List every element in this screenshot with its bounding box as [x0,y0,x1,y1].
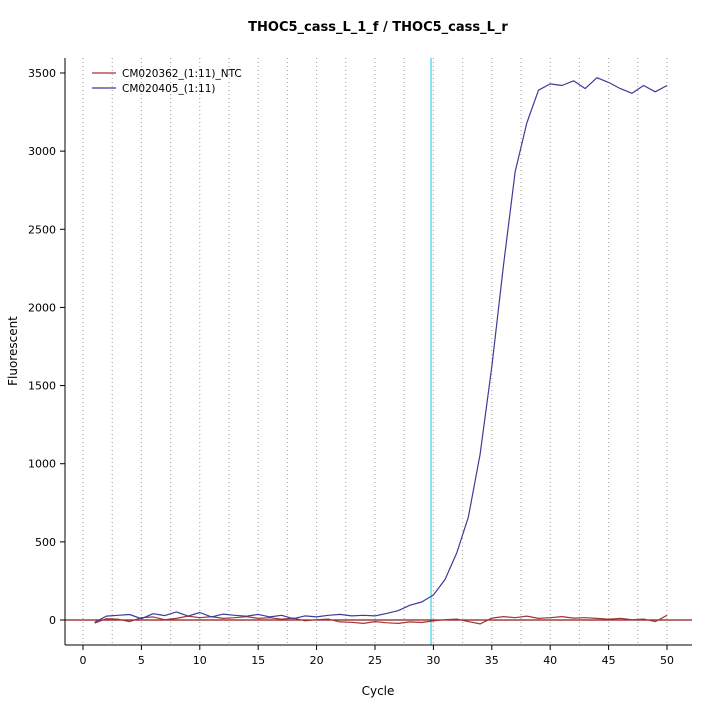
svg-text:3500: 3500 [28,67,56,80]
legend-label-ntc: CM020362_(1:11)_NTC [122,68,242,80]
svg-text:50: 50 [660,654,674,667]
svg-text:30: 30 [426,654,440,667]
gridlines [82,58,668,645]
svg-text:15: 15 [251,654,265,667]
svg-text:35: 35 [485,654,499,667]
svg-text:1500: 1500 [28,380,56,393]
threshold-and-ct-lines [65,58,692,645]
svg-text:40: 40 [543,654,557,667]
svg-text:0: 0 [80,654,87,667]
svg-text:2000: 2000 [28,301,56,314]
svg-text:2500: 2500 [28,223,56,236]
svg-text:5: 5 [138,654,145,667]
svg-text:3000: 3000 [28,145,56,158]
svg-text:500: 500 [35,536,56,549]
svg-text:20: 20 [310,654,324,667]
svg-text:1000: 1000 [28,458,56,471]
svg-text:10: 10 [193,654,207,667]
axes: 0 5 10 15 20 25 30 35 40 45 5005001000150020002500… [28,58,692,667]
svg-text:25: 25 [368,654,382,667]
svg-text:45: 45 [602,654,616,667]
svg-text:0: 0 [49,614,56,627]
legend: CM020362_(1:11)_NTC CM020405_(1:11) [92,68,242,95]
chart-title: THOC5_cass_L_1_f / THOC5_cass_L_r [248,20,508,35]
x-axis-label: Cycle [362,684,395,698]
y-axis-label: Fluorescent [6,316,20,386]
legend-label-sample: CM020405_(1:11) [122,83,216,95]
data-series [94,77,668,625]
